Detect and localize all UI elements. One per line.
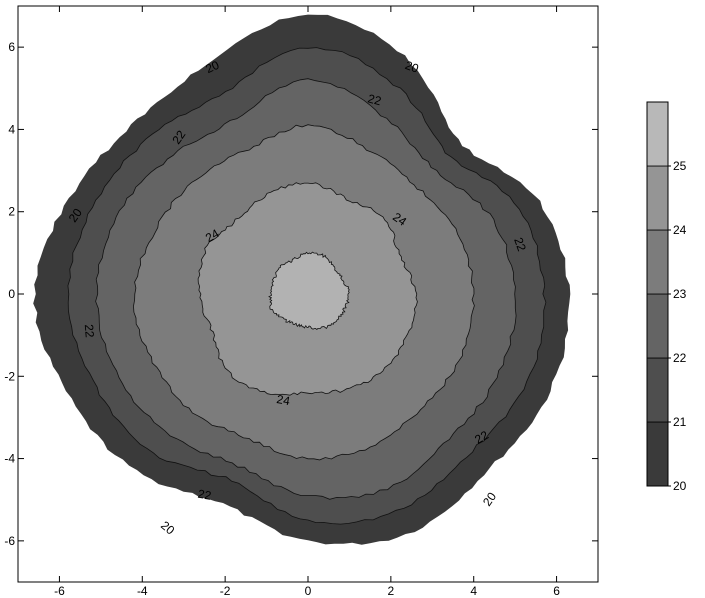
contour-label: 24 xyxy=(203,226,222,245)
x-tick-label: 6 xyxy=(553,584,560,598)
contour-label: 22 xyxy=(511,236,529,254)
y-tick-label: -4 xyxy=(4,452,15,466)
contour-label: 22 xyxy=(197,487,213,503)
colorbar-tick-label: 25 xyxy=(673,159,687,173)
colorbar-bin-22 xyxy=(646,293,669,359)
colorbar-tick-label: 22 xyxy=(673,351,687,365)
x-tick-label: 2 xyxy=(388,584,395,598)
colorbar-bin-23 xyxy=(646,229,669,295)
colorbar: 20 21 22 23 24 25 xyxy=(646,101,687,493)
contour-label: 20 xyxy=(203,58,221,76)
x-tick-label: -2 xyxy=(220,584,231,598)
y-tick-label: 4 xyxy=(8,122,15,136)
x-tick-label: 4 xyxy=(470,584,477,598)
colorbar-bin-21 xyxy=(646,357,669,423)
colorbar-tick-label: 24 xyxy=(673,223,687,237)
x-tick-label: -4 xyxy=(137,584,148,598)
contour-regions xyxy=(33,14,571,545)
contour-label: 22 xyxy=(366,91,383,108)
colorbar-tick-label: 23 xyxy=(673,287,687,301)
colorbar-bin-25 xyxy=(646,101,669,167)
x-tick-label: -6 xyxy=(54,584,65,598)
contour-label: 24 xyxy=(275,392,291,408)
y-tick-label: 2 xyxy=(8,205,15,219)
x-tick-label: 0 xyxy=(305,584,312,598)
colorbar-bin-24 xyxy=(646,165,669,231)
colorbar-tick-label: 21 xyxy=(673,415,687,429)
colorbar-tick-label: 20 xyxy=(673,479,687,493)
y-tick-label: 0 xyxy=(8,287,15,301)
contour-label: 20 xyxy=(403,58,421,76)
contour-region-25 xyxy=(268,251,350,331)
contour-label: 22 xyxy=(82,324,97,339)
colorbar-bin-20 xyxy=(646,421,669,487)
x-axis: -6 -4 -2 0 2 4 6 xyxy=(54,6,560,598)
y-tick-label: 6 xyxy=(8,40,15,54)
contour-label: 22 xyxy=(472,428,491,447)
y-tick-label: -6 xyxy=(4,534,15,548)
y-tick-label: -2 xyxy=(4,369,15,383)
